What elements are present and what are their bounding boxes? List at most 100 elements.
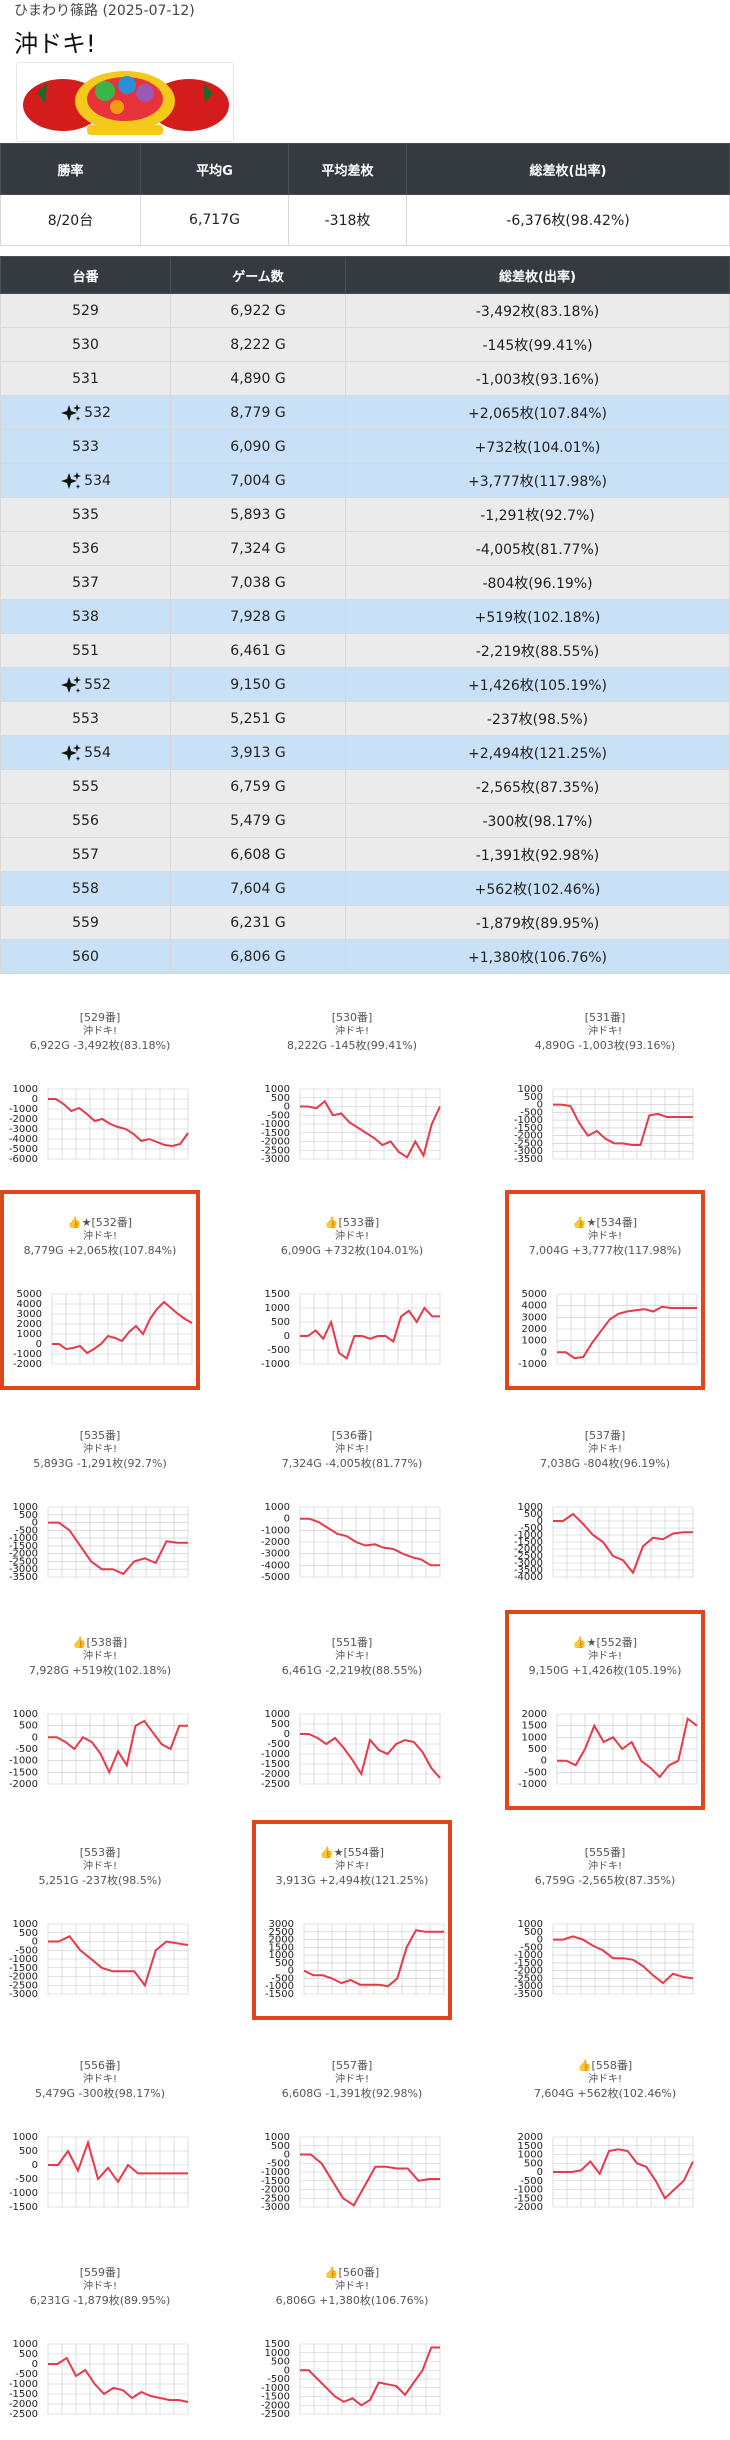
chart-card[interactable]: 👍★[532番] 沖ドキ! 8,779G +2,065枚(107.84%) 5000 4… bbox=[0, 1190, 200, 1390]
chart-caption: [556番] 沖ドキ! 5,479G -300枚(98.17%) bbox=[0, 2059, 200, 2101]
chart-card[interactable]: [555番] 沖ドキ! 6,759G -2,565枚(87.35%) 1000 500 0… bbox=[505, 1820, 705, 2020]
chart-title: [532番] bbox=[91, 1216, 133, 1229]
table-row[interactable]: 536 7,324 G -4,005枚(81.77%) bbox=[0, 531, 730, 566]
series-line bbox=[303, 1929, 444, 1988]
summary-header-avg-diff: 平均差枚 bbox=[288, 143, 407, 195]
table-row[interactable]: 530 8,222 G -145枚(99.41%) bbox=[0, 327, 730, 362]
y-tick-label: 2000 bbox=[17, 1319, 42, 1330]
machine-no: 558 bbox=[72, 880, 99, 897]
table-row[interactable]: 535 5,893 G -1,291枚(92.7%) bbox=[0, 497, 730, 532]
chart-caption: 👍★[532番] 沖ドキ! 8,779G +2,065枚(107.84%) bbox=[4, 1216, 196, 1258]
machine-diff: -1,003枚(93.16%) bbox=[345, 361, 730, 396]
chart-card[interactable]: [537番] 沖ドキ! 7,038G -804枚(96.19%) 1000 500 0 -5… bbox=[505, 1403, 705, 1603]
machine-no: 559 bbox=[72, 914, 99, 931]
y-tick-label: -500 bbox=[15, 1744, 38, 1755]
table-row[interactable]: 529 6,922 G -3,492枚(83.18%) bbox=[0, 293, 730, 328]
table-row[interactable]: 533 6,090 G +732枚(104.01%) bbox=[0, 429, 730, 464]
chart-card[interactable]: 👍★[534番] 沖ドキ! 7,004G +3,777枚(117.98%) 5000 4… bbox=[505, 1190, 705, 1390]
table-row[interactable]: 531 4,890 G -1,003枚(93.16%) bbox=[0, 361, 730, 396]
chart-card[interactable]: 👍★[554番] 沖ドキ! 3,913G +2,494枚(121.25%) 3000 2… bbox=[252, 1820, 452, 2020]
table-row[interactable]: 551 6,461 G -2,219枚(88.55%) bbox=[0, 633, 730, 668]
table-row[interactable]: 552 9,150 G +1,426枚(105.19%) bbox=[0, 667, 730, 702]
y-tick-label: 1500 bbox=[518, 2141, 543, 2152]
chart-card[interactable]: [559番] 沖ドキ! 6,231G -1,879枚(89.95%) 1000 500 0… bbox=[0, 2240, 200, 2440]
y-tick-label: 500 bbox=[271, 1093, 290, 1104]
y-tick-label: -500 bbox=[15, 2174, 38, 2185]
chart-card[interactable]: 👍★[552番] 沖ドキ! 9,150G +1,426枚(105.19%) 2000 1… bbox=[505, 1610, 705, 1810]
y-tick-label: -1500 bbox=[261, 1128, 290, 1139]
table-row[interactable]: 560 6,806 G +1,380枚(106.76%) bbox=[0, 939, 730, 974]
chart-card[interactable]: [557番] 沖ドキ! 6,608G -1,391枚(92.98%) 1000 500 0… bbox=[252, 2033, 452, 2233]
table-row[interactable]: 553 5,251 G -237枚(98.5%) bbox=[0, 701, 730, 736]
chart-card[interactable]: [529番] 沖ドキ! 6,922G -3,492枚(83.18%) 1000 0 -10… bbox=[0, 985, 200, 1185]
table-row[interactable]: 557 6,608 G -1,391枚(92.98%) bbox=[0, 837, 730, 872]
y-tick-label: -1000 bbox=[518, 1359, 547, 1370]
chart-caption: [553番] 沖ドキ! 5,251G -237枚(98.5%) bbox=[0, 1846, 200, 1888]
y-tick-label: -3000 bbox=[9, 1989, 38, 2000]
y-tick-label: -2000 bbox=[13, 1359, 42, 1370]
chart-subtitle: 沖ドキ! bbox=[334, 1026, 369, 1037]
series-line bbox=[300, 2346, 440, 2407]
chart-card[interactable]: 👍[533番] 沖ドキ! 6,090G +732枚(104.01%) 1500 1000… bbox=[252, 1190, 452, 1390]
machine-diff: -145枚(99.41%) bbox=[345, 327, 730, 362]
y-tick-label: 2000 bbox=[522, 1324, 547, 1335]
table-row[interactable]: 554 3,913 G +2,494枚(121.25%) bbox=[0, 735, 730, 770]
chart-card[interactable]: [556番] 沖ドキ! 5,479G -300枚(98.17%) 1000 500 0 -5… bbox=[0, 2033, 200, 2233]
sparkle-icon bbox=[61, 403, 82, 421]
machine-diff: -1,291枚(92.7%) bbox=[345, 497, 730, 532]
table-row[interactable]: 538 7,928 G +519枚(102.18%) bbox=[0, 599, 730, 634]
table-row[interactable]: 534 7,004 G +3,777枚(117.98%) bbox=[0, 463, 730, 498]
y-tick-label: 0 bbox=[541, 1756, 547, 1767]
table-row[interactable]: 532 8,779 G +2,065枚(107.84%) bbox=[0, 395, 730, 430]
machine-no-cell: 530 bbox=[0, 327, 171, 362]
machine-no-cell: 538 bbox=[0, 599, 171, 634]
series-line bbox=[300, 2153, 440, 2207]
y-tick-label: -500 bbox=[267, 1110, 290, 1121]
series-line bbox=[553, 1935, 694, 1985]
chart-caption: [557番] 沖ドキ! 6,608G -1,391枚(92.98%) bbox=[252, 2059, 452, 2101]
machine-no-cell: 535 bbox=[0, 497, 171, 532]
machine-no: 538 bbox=[72, 608, 99, 625]
chart-card[interactable]: [553番] 沖ドキ! 5,251G -237枚(98.5%) 1000 500 0 -50… bbox=[0, 1820, 200, 2020]
machine-header-games: ゲーム数 bbox=[170, 256, 346, 294]
chart-subtitle: 沖ドキ! bbox=[82, 2281, 117, 2292]
y-tick-label: 1000 bbox=[265, 2348, 290, 2359]
y-tick-label: -1000 bbox=[514, 1115, 543, 1126]
machine-no: 536 bbox=[72, 540, 99, 557]
y-tick-label: -1000 bbox=[261, 1525, 290, 1536]
y-tick-label: -500 bbox=[15, 1525, 38, 1536]
chart-title: [553番] bbox=[79, 1846, 121, 1859]
table-row[interactable]: 559 6,231 G -1,879枚(89.95%) bbox=[0, 905, 730, 940]
machine-no-cell: 556 bbox=[0, 803, 171, 838]
chart-subtitle: 沖ドキ! bbox=[587, 2074, 622, 2085]
chart-card[interactable]: [536番] 沖ドキ! 7,324G -4,005枚(81.77%) 1000 0 -10… bbox=[252, 1403, 452, 1603]
y-tick-label: -3000 bbox=[261, 1549, 290, 1560]
y-tick-label: 1000 bbox=[265, 2133, 290, 2143]
chart-card[interactable]: [551番] 沖ドキ! 6,461G -2,219枚(88.55%) 1000 500 0… bbox=[252, 1610, 452, 1810]
thumbs-up-icon: 👍 bbox=[324, 1216, 339, 1229]
chart-card[interactable]: 👍[560番] 沖ドキ! 6,806G +1,380枚(106.76%) 1500 10… bbox=[252, 2240, 452, 2440]
chart-card[interactable]: [535番] 沖ドキ! 5,893G -1,291枚(92.7%) 1000 500 0-… bbox=[0, 1403, 200, 1603]
chart-card[interactable]: 👍[558番] 沖ドキ! 7,604G +562枚(102.46%) 2000 1500… bbox=[505, 2033, 705, 2233]
machine-diff: +1,380枚(106.76%) bbox=[345, 939, 730, 974]
chart-card[interactable]: 👍[538番] 沖ドキ! 7,928G +519枚(102.18%) 1000 500 0… bbox=[0, 1610, 200, 1810]
y-tick-label: -2000 bbox=[9, 1972, 38, 1983]
table-row[interactable]: 558 7,604 G +562枚(102.46%) bbox=[0, 871, 730, 906]
y-tick-label: 0 bbox=[32, 2359, 38, 2370]
y-tick-label: 0 bbox=[32, 2160, 38, 2171]
chart-summary: 6,806G +1,380枚(106.76%) bbox=[275, 2294, 429, 2307]
chart-card[interactable]: [531番] 沖ドキ! 4,890G -1,003枚(93.16%) 1000 500 0… bbox=[505, 985, 705, 1185]
series-line bbox=[300, 1099, 441, 1159]
table-row[interactable]: 555 6,759 G -2,565枚(87.35%) bbox=[0, 769, 730, 804]
page-title: 沖ドキ! bbox=[14, 30, 96, 58]
chart-summary: 7,324G -4,005枚(81.77%) bbox=[281, 1457, 423, 1470]
y-tick-label: 4000 bbox=[522, 1301, 547, 1312]
machine-no-cell: 537 bbox=[0, 565, 171, 600]
y-tick-label: -2000 bbox=[514, 1966, 543, 1977]
series-line bbox=[48, 2139, 188, 2184]
table-row[interactable]: 556 5,479 G -300枚(98.17%) bbox=[0, 803, 730, 838]
table-row[interactable]: 537 7,038 G -804枚(96.19%) bbox=[0, 565, 730, 600]
chart-card[interactable]: [530番] 沖ドキ! 8,222G -145枚(99.41%) 1000 500 0 -5… bbox=[252, 985, 452, 1185]
